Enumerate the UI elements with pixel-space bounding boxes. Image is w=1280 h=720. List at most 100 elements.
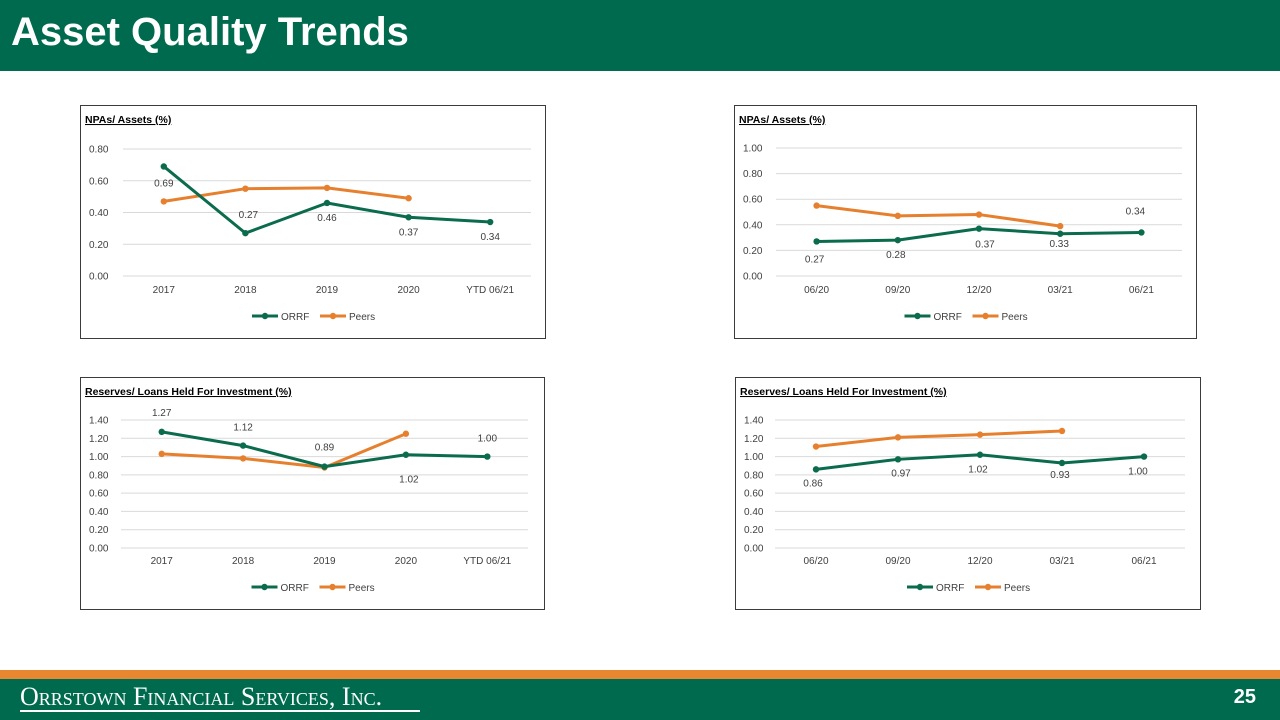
orrf-point xyxy=(813,238,820,245)
logo-underline xyxy=(20,710,420,712)
y-tick-label: 1.20 xyxy=(89,434,109,445)
data-label: 0.37 xyxy=(399,227,419,238)
y-tick-label: 0.00 xyxy=(89,544,109,555)
data-label: 0.86 xyxy=(803,478,823,489)
data-label: 1.00 xyxy=(1128,467,1148,478)
x-tick-label: 2018 xyxy=(234,285,257,296)
legend-swatch-marker xyxy=(329,583,336,591)
x-tick-label: 09/20 xyxy=(885,285,910,296)
orrf-point xyxy=(321,463,328,470)
data-label: 0.89 xyxy=(315,443,335,454)
data-label: 1.27 xyxy=(152,408,172,419)
y-tick-label: 1.00 xyxy=(744,452,764,463)
chart-reserves-loans-quarterly: Reserves/ Loans Held For Investment (%) 0… xyxy=(735,377,1201,610)
y-tick-label: 0.40 xyxy=(89,208,109,219)
orrf-point xyxy=(975,225,983,232)
y-tick-label: 1.20 xyxy=(744,434,764,445)
peers-line xyxy=(815,429,1063,449)
peers-point xyxy=(158,450,165,458)
peers-point xyxy=(323,184,331,192)
y-tick-label: 0.40 xyxy=(89,507,109,518)
data-label: 0.34 xyxy=(1126,206,1146,217)
x-tick-label: 2019 xyxy=(316,285,339,296)
y-tick-label: 1.40 xyxy=(744,416,764,427)
peers-point xyxy=(242,185,249,192)
peers-point xyxy=(402,430,410,437)
data-label: 1.00 xyxy=(478,434,498,445)
peers-line xyxy=(161,432,407,470)
peers-point xyxy=(1058,427,1066,435)
orrf-point xyxy=(894,456,902,463)
data-label: 0.33 xyxy=(1049,239,1069,250)
peers-point xyxy=(975,211,983,218)
orrf-point xyxy=(1057,230,1064,237)
data-label: 1.12 xyxy=(233,423,253,434)
data-label: 0.34 xyxy=(480,232,500,243)
orrf-point xyxy=(1058,459,1066,467)
legend-label: Peers xyxy=(349,583,375,594)
chart-title: NPAs/ Assets (%) xyxy=(85,114,171,126)
peers-point xyxy=(405,195,412,202)
orrf-point xyxy=(402,451,410,458)
x-tick-label: 06/21 xyxy=(1131,556,1156,567)
chart-title: Reserves/ Loans Held For Investment (%) xyxy=(85,386,292,398)
data-label: 0.28 xyxy=(886,250,906,261)
y-tick-label: 0.60 xyxy=(89,176,109,187)
y-tick-label: 0.80 xyxy=(744,470,764,481)
x-tick-label: 06/21 xyxy=(1129,285,1154,296)
chart-npas-assets-annual: NPAs/ Assets (%) 0.00 0.20 0.40 0.60 0.80 2017… xyxy=(80,105,546,339)
legend-swatch-marker xyxy=(914,312,921,320)
orrf-point xyxy=(158,428,165,436)
page-title: Asset Quality Trends xyxy=(11,10,409,54)
legend-label: Peers xyxy=(1002,312,1028,323)
legend-label: ORRF xyxy=(281,583,309,594)
y-tick-label: 0.60 xyxy=(743,195,763,206)
data-label: 0.27 xyxy=(805,254,825,265)
y-tick-label: 0.20 xyxy=(744,525,764,536)
chart-svg: Reserves/ Loans Held For Investment (%) 0… xyxy=(85,386,528,594)
page-number: 25 xyxy=(1233,686,1256,708)
legend-label: ORRF xyxy=(281,312,309,323)
data-label: 0.69 xyxy=(154,178,174,189)
x-tick-label: 12/20 xyxy=(967,556,992,567)
x-tick-label: 2017 xyxy=(151,556,174,567)
data-label: 0.37 xyxy=(975,240,995,251)
x-tick-label: 03/21 xyxy=(1049,556,1074,567)
orrf-point xyxy=(894,236,901,244)
y-tick-label: 0.40 xyxy=(744,507,764,518)
y-tick-label: 1.00 xyxy=(743,144,763,155)
y-tick-label: 0.60 xyxy=(89,489,109,500)
legend-swatch-marker xyxy=(916,583,924,591)
y-tick-label: 0.20 xyxy=(89,525,109,536)
x-tick-label: 09/20 xyxy=(885,556,910,567)
y-tick-label: 0.80 xyxy=(89,145,109,156)
x-tick-label: 06/20 xyxy=(804,285,829,296)
x-tick-label: 03/21 xyxy=(1048,285,1073,296)
orrf-point xyxy=(487,218,494,226)
y-tick-label: 0.80 xyxy=(743,169,763,180)
y-tick-label: 0.00 xyxy=(744,544,764,555)
legend-swatch-marker xyxy=(329,312,337,320)
orrf-point xyxy=(405,214,412,221)
chart-svg: NPAs/ Assets (%) 0.00 0.20 0.40 0.60 0.80 2017… xyxy=(85,114,531,323)
footer-bar xyxy=(0,679,1280,720)
x-tick-label: 2020 xyxy=(397,285,420,296)
data-label: 0.46 xyxy=(317,213,337,224)
data-label: 1.02 xyxy=(399,475,419,486)
peers-point xyxy=(894,212,901,220)
chart-svg: NPAs/ Assets (%) 0.00 0.20 0.40 0.60 0.80 1.00… xyxy=(739,114,1182,323)
orrf-point xyxy=(160,163,167,170)
y-tick-label: 0.20 xyxy=(743,246,763,257)
legend-label: ORRF xyxy=(934,312,962,323)
peers-line xyxy=(816,204,1061,228)
peers-point xyxy=(894,434,902,441)
x-tick-label: 2017 xyxy=(153,285,176,296)
orrf-point xyxy=(1140,453,1148,460)
y-tick-label: 0.00 xyxy=(743,272,763,283)
orrf-point xyxy=(239,442,247,449)
peers-point xyxy=(976,431,984,438)
y-tick-label: 0.80 xyxy=(89,470,109,481)
data-label: 1.02 xyxy=(968,465,988,476)
peers-line xyxy=(163,186,409,203)
title-banner: Asset Quality Trends xyxy=(0,0,1280,71)
